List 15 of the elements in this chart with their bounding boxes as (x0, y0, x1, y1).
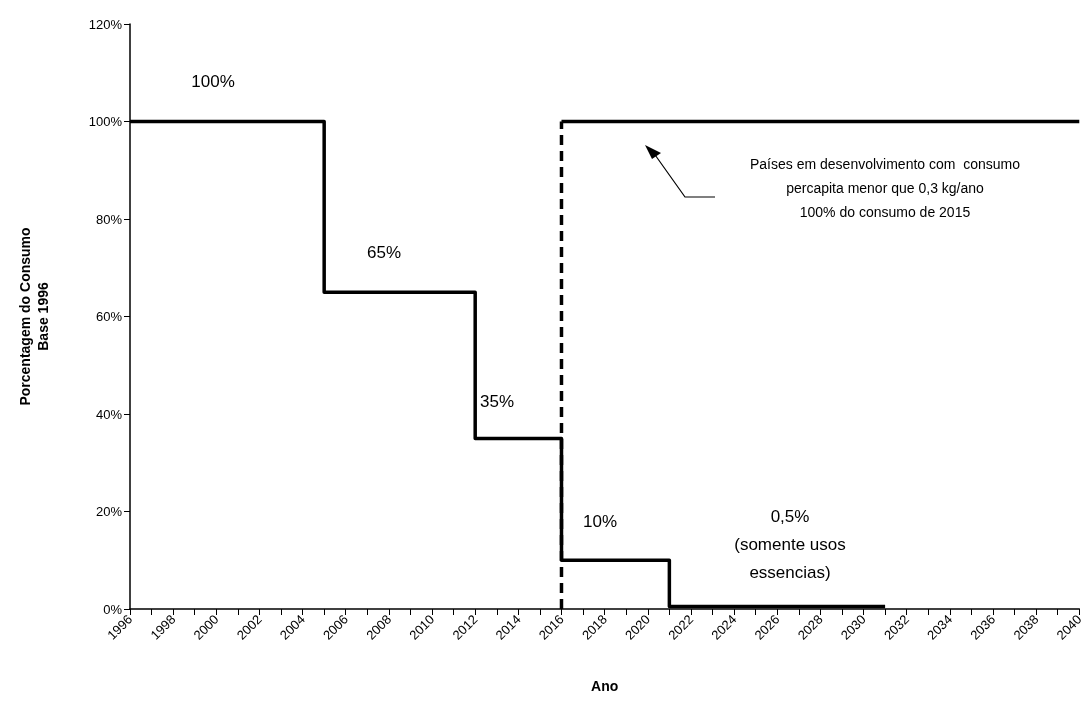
annotation: 10% (582, 511, 618, 531)
y-tick-label: 120% (88, 16, 123, 32)
annotation: 0,5% (somente usos essencias) (734, 506, 846, 582)
y-tick-label: 100% (88, 114, 123, 129)
y-axis-title: Porcentagem do Consumo Base 1996 (17, 227, 51, 406)
annotation: 35% (479, 391, 515, 411)
y-tick-label: 40% (95, 406, 123, 422)
y-tick-label: 60% (95, 309, 123, 324)
annotation: 65% (366, 242, 402, 262)
y-tick-label: 0% (103, 601, 123, 617)
y-tick-label: 80% (95, 211, 123, 227)
y-tick-label: 20% (95, 504, 123, 519)
annotation: 100% (191, 71, 235, 91)
x-axis-title: Ano (591, 678, 619, 694)
annotation: Países em desenvolvimento com consumo percapita menor que 0,3 kg/ano 100% do consumo de 2015 (749, 156, 1021, 220)
